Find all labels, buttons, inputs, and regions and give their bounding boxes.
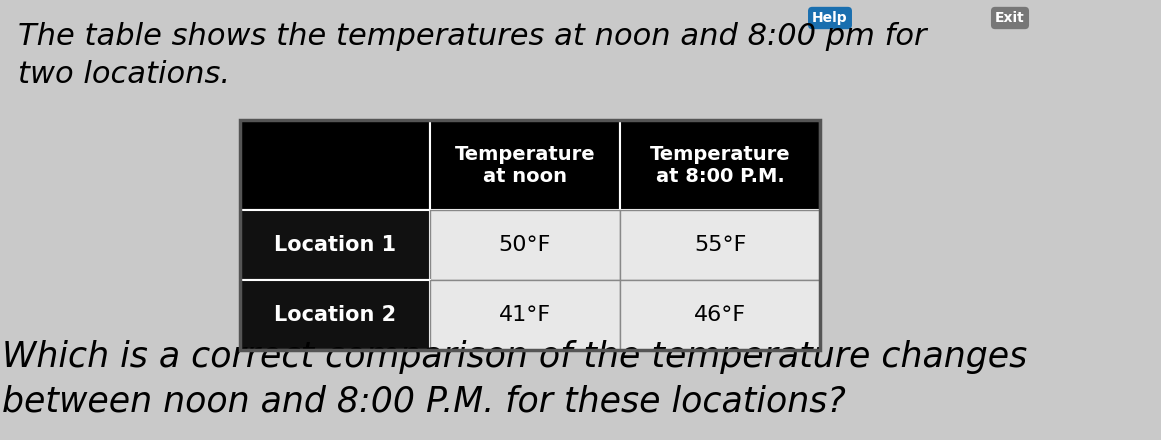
Bar (620, 280, 820, 350)
Text: Location 1: Location 1 (274, 235, 396, 255)
Text: Which is a correct comparison of the temperature changes: Which is a correct comparison of the tem… (2, 340, 1027, 374)
Text: 41°F: 41°F (499, 305, 551, 325)
Bar (430, 120, 620, 210)
Bar (430, 280, 620, 350)
Text: 46°F: 46°F (694, 305, 747, 325)
Text: Exit: Exit (995, 11, 1025, 25)
Bar (240, 280, 430, 350)
Text: between noon and 8:00 P.M. for these locations?: between noon and 8:00 P.M. for these loc… (2, 385, 846, 419)
Bar (620, 210, 820, 280)
Bar (240, 210, 430, 280)
Text: Temperature
at 8:00 P.M.: Temperature at 8:00 P.M. (650, 144, 791, 186)
Bar (430, 210, 620, 280)
Text: 50°F: 50°F (499, 235, 551, 255)
Text: Location 2: Location 2 (274, 305, 396, 325)
Bar (240, 120, 820, 350)
Bar (620, 120, 820, 210)
Text: Temperature
at noon: Temperature at noon (455, 144, 596, 186)
Text: 55°F: 55°F (694, 235, 747, 255)
Text: Help: Help (813, 11, 848, 25)
Text: The table shows the temperatures at noon and 8:00 pm for
two locations.: The table shows the temperatures at noon… (19, 22, 926, 89)
Bar (240, 120, 430, 210)
